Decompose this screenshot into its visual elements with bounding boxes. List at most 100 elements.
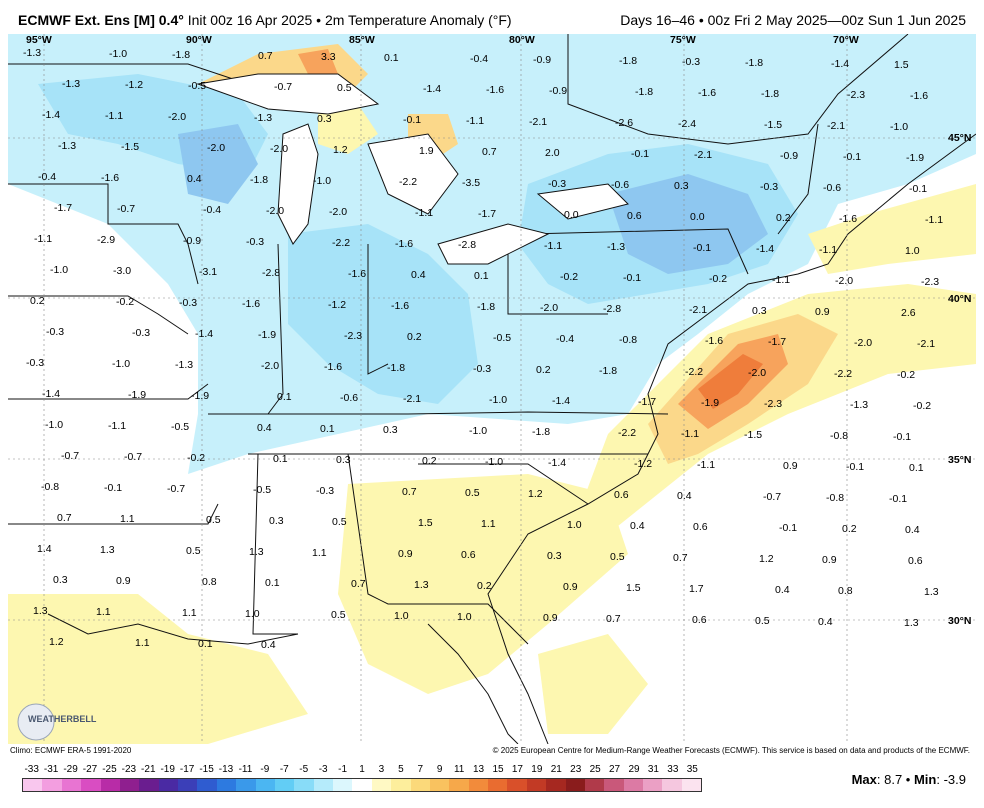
colorbar-swatch (410, 779, 430, 791)
colorbar-tick-label: -23 (121, 764, 137, 775)
colorbar-tick-label: 35 (686, 764, 698, 775)
anomaly-value: -2.0 (748, 367, 766, 379)
anomaly-value: -1.6 (395, 238, 413, 250)
anomaly-value: -2.8 (603, 303, 621, 315)
model-name: ECMWF Ext. Ens [M] 0.4 (18, 12, 179, 28)
cool-anomaly-ohio-valley (288, 224, 478, 404)
anomaly-value: -2.0 (854, 337, 872, 349)
anomaly-value: 1.3 (249, 546, 264, 558)
title-bar: ECMWF Ext. Ens [M] 0.4° Init 00z 16 Apr … (0, 0, 984, 36)
anomaly-value: -2.1 (529, 116, 547, 128)
coastline-gulf (47, 613, 299, 645)
anomaly-value: -1.8 (532, 426, 550, 438)
border-minnesota (8, 183, 199, 285)
anomaly-value: 1.0 (394, 610, 409, 622)
colorbar-tick-label: 29 (628, 764, 640, 775)
map-panel: 95°W 90°W 85°W 80°W 75°W 70°W 45°N 40°N … (8, 34, 976, 744)
anomaly-value: -0.9 (549, 85, 567, 97)
colorbar-tick-label: 31 (647, 764, 659, 775)
colorbar-swatch (546, 779, 566, 791)
anomaly-value: -0.9 (183, 235, 201, 247)
max-min-summary: Max: 8.7 • Min: -3.9 (851, 772, 966, 787)
anomaly-value: 0.1 (273, 453, 288, 465)
anomaly-value: 1.5 (418, 517, 433, 529)
climo-note: Climo: ECMWF ERA-5 1991-2020 (10, 746, 132, 755)
warm-anomaly-bahamas (538, 634, 648, 734)
anomaly-value: 0.1 (277, 391, 292, 403)
anomaly-value: 0.0 (690, 211, 705, 223)
colorbar-tick-label: -31 (43, 764, 59, 775)
anomaly-value: 1.3 (100, 544, 115, 556)
weatherbell-logo: WEATHERBELL (17, 703, 97, 741)
anomaly-value: 0.7 (258, 50, 273, 62)
colorbar-tick-label: 1 (359, 764, 365, 775)
anomaly-value: -1.6 (705, 335, 723, 347)
anomaly-value: -1.3 (254, 112, 272, 124)
anomaly-value: 0.9 (543, 612, 558, 624)
anomaly-value: -1.2 (634, 458, 652, 470)
border-south-carolina (418, 463, 589, 505)
colorbar-tick-label: -1 (338, 764, 348, 775)
anomaly-value: -1.1 (105, 110, 123, 122)
anomaly-value: -0.3 (246, 236, 264, 248)
colorbar-swatch (333, 779, 353, 791)
anomaly-value: 0.2 (842, 523, 857, 535)
colorbar-tick-label: 19 (531, 764, 543, 775)
anomaly-value: 0.9 (822, 554, 837, 566)
anomaly-value: -1.4 (552, 395, 570, 407)
anomaly-value: -1.0 (890, 121, 908, 133)
anomaly-value: -2.1 (689, 304, 707, 316)
colorbar-swatch (23, 779, 43, 791)
anomaly-value: -1.6 (242, 298, 260, 310)
lon-label-75w: 75°W (670, 34, 696, 46)
border-maine (777, 123, 819, 235)
colorbar-swatch (352, 779, 372, 791)
colorbar-swatch (313, 779, 333, 791)
anomaly-value: 0.0 (564, 209, 579, 221)
anomaly-value: -0.1 (631, 148, 649, 160)
anomaly-value: -1.6 (910, 90, 928, 102)
anomaly-value: -1.5 (121, 141, 139, 153)
anomaly-value: -2.3 (921, 276, 939, 288)
anomaly-value: 1.1 (96, 606, 111, 618)
graticule (8, 34, 976, 744)
colorbar-tick-label: 5 (398, 764, 404, 775)
colorbar-tick-label: -21 (141, 764, 156, 775)
anomaly-value: 0.1 (320, 423, 335, 435)
anomaly-value: -1.3 (62, 78, 80, 90)
colorbar-swatch (236, 779, 256, 791)
anomaly-value: -3.5 (462, 177, 480, 189)
anomaly-value: -0.1 (909, 183, 927, 195)
anomaly-value: 1.3 (414, 579, 429, 591)
anomaly-value: -1.4 (42, 109, 60, 121)
anomaly-value: 1.9 (419, 145, 434, 157)
colorbar-tick-label: 21 (550, 764, 562, 775)
anomaly-value: 1.4 (37, 543, 52, 555)
anomaly-value: -0.4 (203, 204, 221, 216)
anomaly-value: -0.7 (763, 491, 781, 503)
anomaly-value: -1.8 (387, 362, 405, 374)
anomaly-value: -1.8 (619, 55, 637, 67)
anomaly-value: 0.5 (331, 609, 346, 621)
anomaly-value: -0.5 (493, 332, 511, 344)
anomaly-value: -1.4 (831, 58, 849, 70)
anomaly-value: -1.8 (172, 49, 190, 61)
anomaly-value: -1.0 (489, 394, 507, 406)
anomaly-value: -1.6 (839, 213, 857, 225)
anomaly-value: -0.1 (623, 272, 641, 284)
anomaly-value: 1.1 (120, 513, 135, 525)
latitude-labels: 45°N 40°N 35°N 30°N (948, 132, 971, 627)
border-arkansas (8, 503, 219, 525)
colorbar-swatch (488, 779, 508, 791)
anomaly-value: 0.3 (383, 424, 398, 436)
colorbar-swatch (216, 779, 237, 791)
anomaly-value: 0.5 (755, 615, 770, 627)
border-kentucky-tennessee (208, 411, 669, 415)
anomaly-value: -2.0 (540, 302, 558, 314)
anomaly-value: 0.1 (909, 462, 924, 474)
anomaly-value: -1.0 (313, 175, 331, 187)
anomaly-value: 0.7 (482, 146, 497, 158)
anomaly-value: 1.1 (481, 518, 496, 530)
copyright-note: © 2025 European Centre for Medium-Range … (492, 746, 970, 755)
lat-label-30n: 30°N (948, 615, 971, 627)
